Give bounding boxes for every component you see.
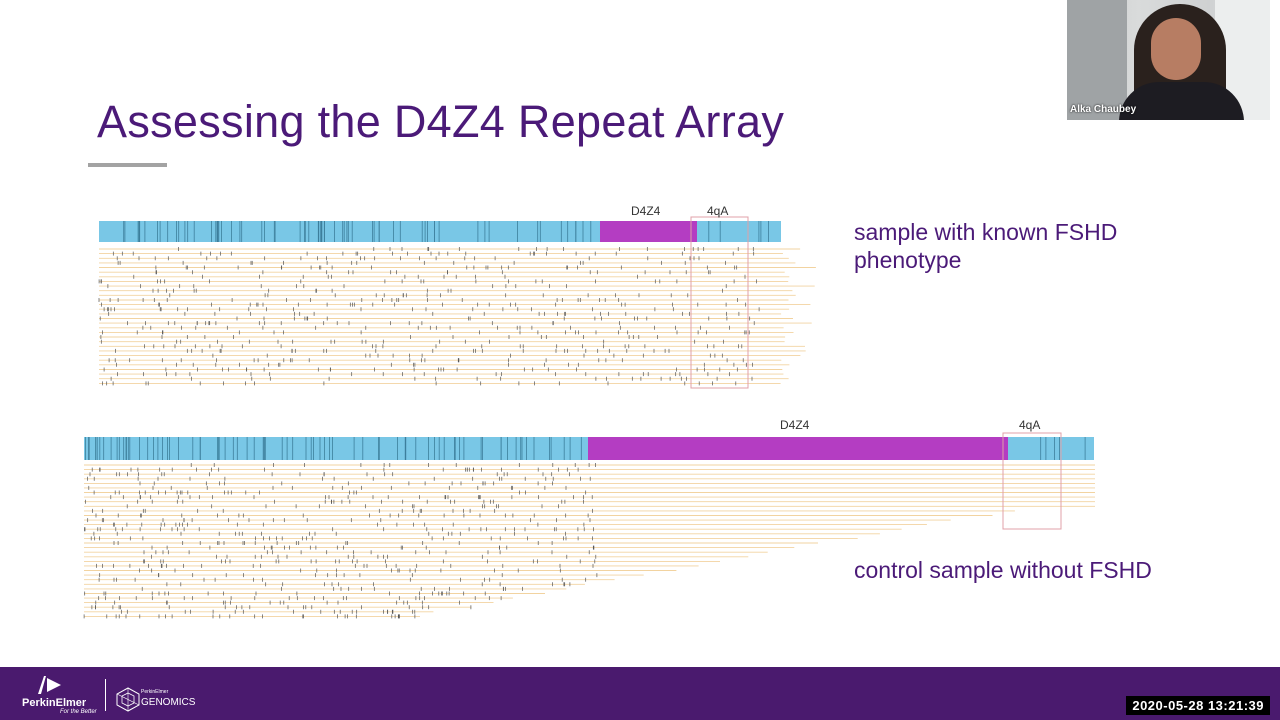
speaker-body (1119, 82, 1244, 120)
bottom-caption: control sample without FSHD (854, 557, 1152, 583)
top-d4z4-label: D4Z4 (631, 204, 661, 218)
top-4qa-label: 4qA (707, 204, 729, 218)
speaker-face (1151, 18, 1201, 80)
bottom-d4z4-label: D4Z4 (780, 418, 810, 432)
top-d4z4-region (600, 221, 697, 242)
alignment-figure (83, 216, 1095, 619)
top-caption-line1: sample with known FSHD (854, 219, 1118, 245)
bottom-d4z4-region (588, 437, 1008, 460)
top-reference-ticks (123, 221, 769, 242)
brand-name: PerkinElmer (22, 697, 87, 709)
slide-title: Assessing the D4Z4 Repeat Array (97, 96, 785, 147)
bottom-reference-ticks (85, 437, 1086, 460)
bottom-4qa-label: 4qA (1019, 418, 1041, 432)
footer-bar: PerkinElmer For the Better PerkinElmer G… (0, 667, 1280, 720)
top-caption: sample with known FSHD phenotype (854, 218, 1117, 274)
recording-timestamp: 2020-05-28 13:21:39 (1126, 696, 1270, 715)
title-underline (88, 163, 167, 167)
brand-tagline: For the Better (60, 709, 97, 715)
top-caption-line2: phenotype (854, 247, 962, 273)
top-read-tracks (98, 247, 816, 386)
webcam-video[interactable]: Alka Chaubey (1067, 0, 1270, 120)
top-4qa-highlight (690, 216, 749, 389)
genomics-brand-small: PerkinElmer (141, 689, 169, 695)
footer-divider (105, 679, 106, 711)
bottom-4qa-highlight (1002, 432, 1062, 530)
genomics-brand: GENOMICS (141, 697, 196, 708)
webcam-background-wall (1067, 0, 1127, 120)
genomics-logo-icon (116, 687, 140, 712)
bottom-read-tracks (83, 463, 1095, 619)
speaker-name: Alka Chaubey (1070, 104, 1137, 115)
perkinelmer-logo-icon (38, 676, 61, 694)
